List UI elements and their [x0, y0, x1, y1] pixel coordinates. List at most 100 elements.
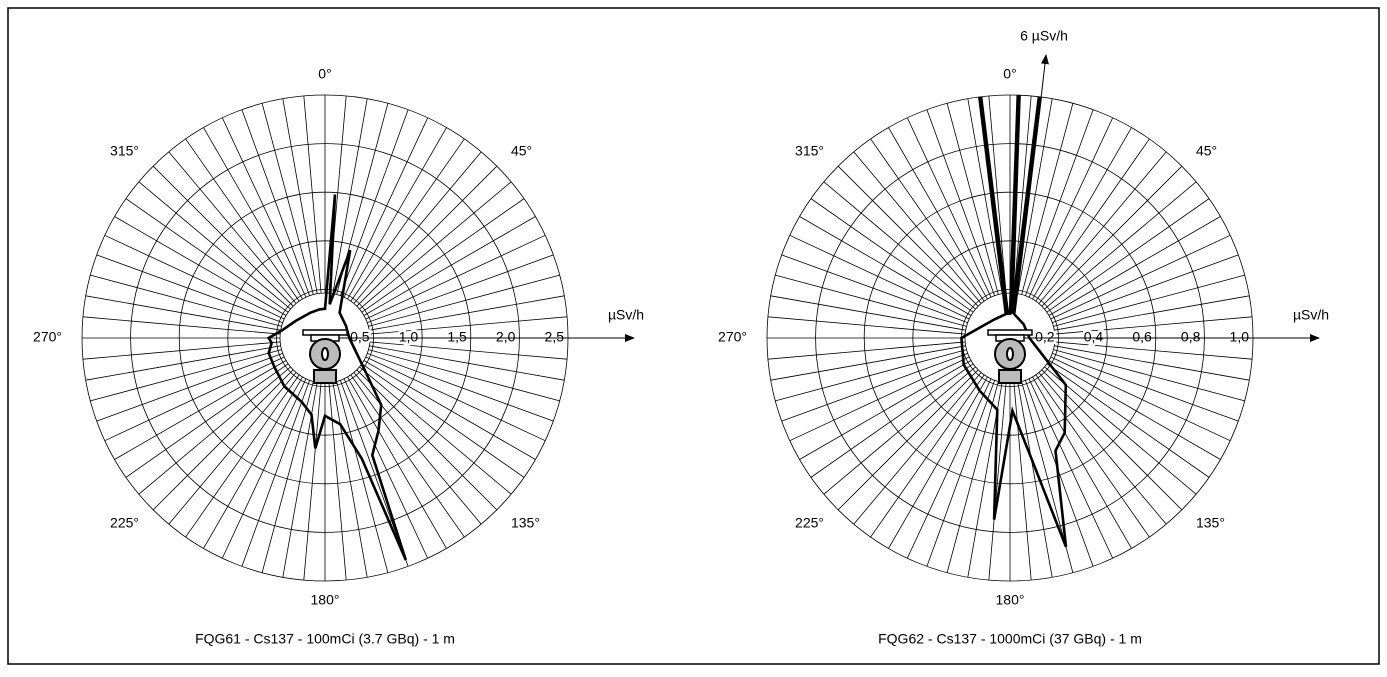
spoke	[365, 234, 546, 320]
device-window	[321, 347, 329, 361]
angle-label: 180°	[996, 592, 1025, 608]
spoke	[1046, 363, 1210, 478]
r-tick-label: 0,5	[350, 329, 370, 345]
spoke	[823, 181, 976, 310]
spoke	[336, 381, 389, 573]
spoke	[356, 369, 498, 511]
spoke	[837, 165, 979, 307]
annotation: 6 µSv/h	[1020, 28, 1068, 44]
spoke	[1032, 127, 1132, 300]
spoke	[96, 353, 283, 422]
spoke	[1054, 316, 1253, 335]
spoke	[82, 316, 281, 335]
spoke	[767, 341, 966, 360]
spoke	[799, 216, 972, 316]
spoke	[85, 295, 281, 331]
spoke	[138, 366, 291, 495]
spoke	[870, 374, 985, 538]
spoke	[363, 216, 536, 316]
spoke	[203, 376, 303, 549]
spoke	[369, 345, 565, 381]
spoke	[810, 198, 974, 313]
spoke	[369, 341, 568, 360]
r-tick-label: 0,2	[1035, 329, 1055, 345]
spoke	[1052, 254, 1239, 323]
spoke	[347, 127, 447, 300]
spoke	[1038, 151, 1167, 304]
spoke	[1052, 353, 1239, 422]
angle-label: 135°	[511, 515, 540, 531]
spoke	[125, 198, 289, 313]
spoke	[1038, 372, 1167, 525]
spoke	[781, 353, 968, 422]
spoke	[1054, 345, 1250, 381]
spoke	[353, 151, 482, 304]
spoke	[1013, 382, 1032, 581]
spoke	[350, 374, 465, 538]
spoke	[203, 127, 303, 300]
spoke	[810, 363, 974, 478]
device-base	[998, 369, 1022, 384]
spoke	[359, 366, 512, 495]
spoke	[185, 374, 300, 538]
spoke	[775, 274, 967, 327]
angle-label: 45°	[511, 143, 532, 159]
spoke	[168, 372, 297, 525]
spoke	[926, 380, 995, 567]
spoke	[789, 356, 970, 442]
spoke	[353, 372, 482, 525]
spoke	[356, 165, 498, 307]
spoke	[770, 295, 966, 331]
spoke	[853, 372, 982, 525]
angle-label: 180°	[311, 592, 340, 608]
spoke	[114, 216, 287, 316]
r-tick-label: 1,0	[1230, 329, 1250, 345]
spoke	[261, 103, 314, 295]
spoke	[303, 382, 322, 581]
spoke	[906, 378, 992, 559]
spoke	[1041, 165, 1183, 307]
angle-label: 225°	[110, 515, 139, 531]
spoke	[363, 360, 536, 460]
spoke	[1053, 274, 1245, 327]
spoke	[1025, 109, 1094, 296]
spoke	[241, 380, 310, 567]
spoke	[988, 95, 1007, 294]
spoke	[1017, 98, 1053, 294]
spoke	[767, 316, 966, 335]
spoke	[888, 376, 988, 549]
spoke	[104, 234, 285, 320]
r-tick-label: 2,0	[496, 329, 516, 345]
spoke	[368, 349, 560, 402]
spoke	[90, 349, 282, 402]
spoke	[1013, 95, 1032, 294]
spoke	[781, 254, 968, 323]
device-window	[1006, 347, 1014, 361]
spoke	[96, 254, 283, 323]
chart-title: FQG62 - Cs137 - 1000mCi (37 GBq) - 1 m	[878, 631, 1142, 647]
spoke	[90, 274, 282, 327]
spoke	[1044, 366, 1197, 495]
device-base	[313, 369, 337, 384]
spoke	[946, 103, 999, 295]
angle-label: 315°	[795, 143, 824, 159]
r-tick-label: 1,0	[399, 329, 419, 345]
angle-label: 270°	[718, 329, 747, 345]
spoke	[359, 181, 512, 310]
spoke	[332, 98, 368, 294]
spoke	[152, 369, 294, 511]
angle-label: 0°	[1003, 66, 1016, 82]
spoke	[1035, 138, 1150, 302]
spoke	[282, 98, 318, 294]
frame	[7, 7, 1380, 665]
annotation-arrow	[1039, 54, 1049, 108]
spoke	[946, 381, 999, 573]
r-tick-label: 0,6	[1132, 329, 1152, 345]
spoke	[967, 98, 1003, 294]
spoke	[1021, 103, 1074, 295]
spoke	[347, 376, 447, 549]
spoke	[328, 382, 347, 581]
spoke	[789, 234, 970, 320]
spoke	[241, 109, 310, 296]
